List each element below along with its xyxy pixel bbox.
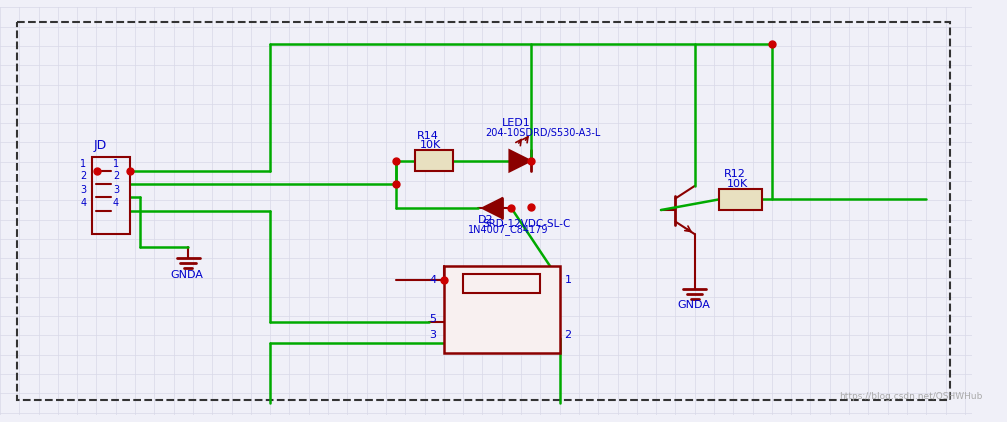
Text: 2: 2 (565, 330, 572, 341)
Text: 204-10SDRD/S530-A3-L: 204-10SDRD/S530-A3-L (485, 128, 601, 138)
Text: GNDA: GNDA (678, 300, 710, 311)
Text: R12: R12 (724, 169, 745, 179)
Text: JD: JD (94, 139, 107, 152)
Text: 3: 3 (113, 185, 119, 195)
Text: 10K: 10K (420, 140, 441, 150)
Text: LED1: LED1 (501, 118, 531, 128)
Text: 10K: 10K (727, 179, 748, 189)
Text: D2: D2 (477, 214, 493, 225)
Text: 1: 1 (565, 276, 571, 285)
Text: 4: 4 (113, 198, 119, 208)
Bar (444, 266, 560, 353)
Polygon shape (510, 150, 531, 171)
Text: R14: R14 (417, 131, 439, 141)
Text: 2: 2 (113, 171, 119, 181)
Text: 3: 3 (81, 185, 87, 195)
Bar (415, 150, 453, 171)
Text: https://blog.csdn.net/OSHWHub: https://blog.csdn.net/OSHWHub (840, 392, 983, 401)
Bar (719, 189, 762, 210)
Text: 2: 2 (81, 171, 87, 181)
Bar (92, 157, 130, 234)
Polygon shape (482, 198, 501, 218)
Text: 1: 1 (113, 159, 119, 169)
Text: GNDA: GNDA (171, 270, 203, 280)
Text: 4: 4 (81, 198, 87, 208)
Text: 1N4007_C84179: 1N4007_C84179 (468, 224, 549, 235)
Text: 5: 5 (429, 314, 436, 324)
Text: 3: 3 (429, 330, 436, 341)
Text: SRD-12VDC-SL-C: SRD-12VDC-SL-C (482, 219, 571, 230)
Text: 1: 1 (81, 159, 87, 169)
Text: 4: 4 (429, 276, 436, 285)
Bar (463, 274, 541, 293)
